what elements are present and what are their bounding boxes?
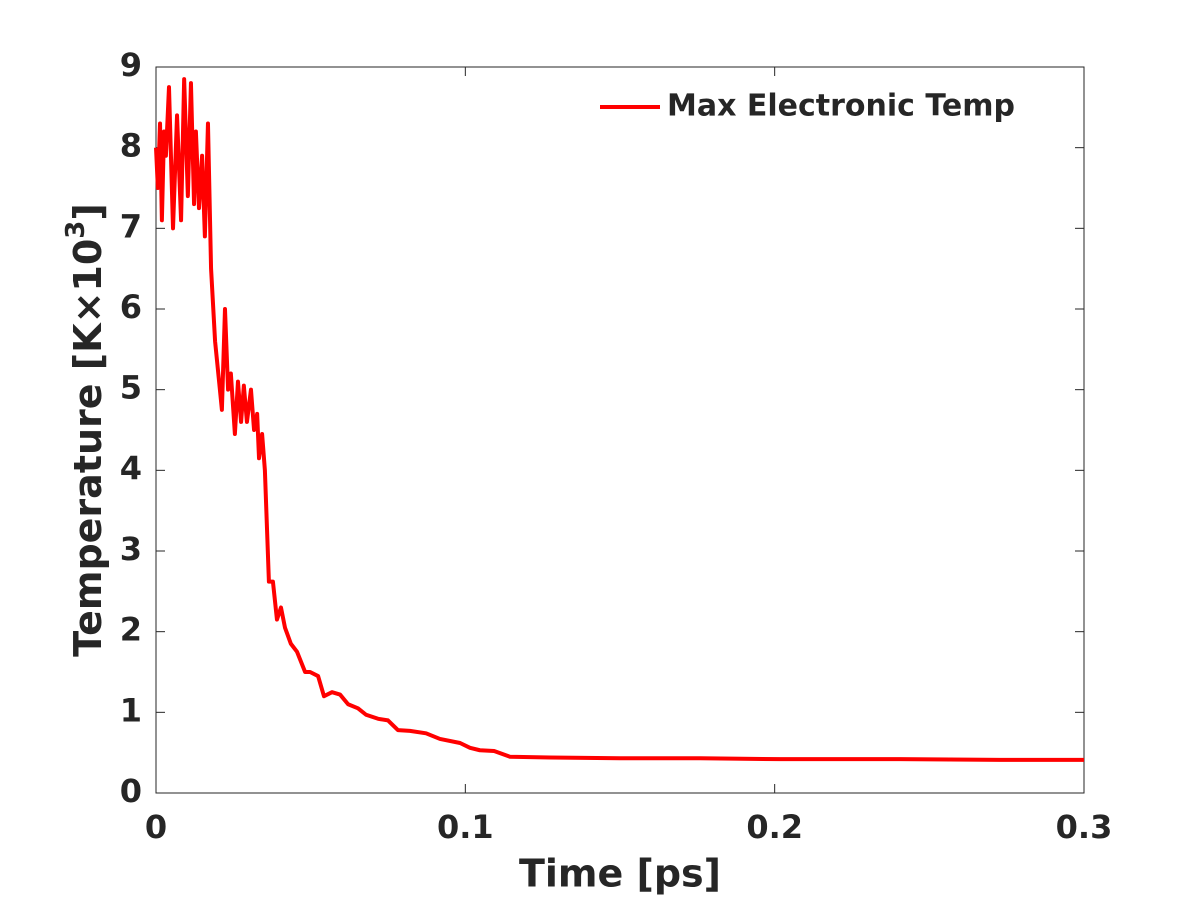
x-tick-label: 0.1 xyxy=(437,808,494,846)
y-tick-label: 4 xyxy=(120,449,142,487)
y-tick-label: 9 xyxy=(120,46,142,84)
y-tick-label: 1 xyxy=(120,691,142,729)
y-tick-label: 0 xyxy=(120,772,142,810)
x-axis-label: Time [ps] xyxy=(519,852,721,896)
legend-label: Max Electronic Temp xyxy=(667,89,1015,124)
y-axis-label: Temperature [K×103] xyxy=(61,203,110,657)
y-label-superscript: 3 xyxy=(61,221,91,239)
y-label-text: Temperature [K×10 xyxy=(66,239,110,657)
data-line xyxy=(154,77,1084,762)
y-tick-label: 6 xyxy=(120,288,142,326)
y-tick-label: 2 xyxy=(120,611,142,649)
y-tick-label: 3 xyxy=(120,530,142,568)
y-tick-label: 8 xyxy=(120,127,142,165)
y-label-suffix: ] xyxy=(66,203,110,220)
x-tick-label: 0 xyxy=(145,808,167,846)
plot-frame xyxy=(155,66,1085,794)
y-tick-label: 5 xyxy=(120,369,142,407)
x-tick-label: 0.2 xyxy=(746,808,803,846)
x-tick-label: 0.3 xyxy=(1056,808,1113,846)
y-tick-label: 7 xyxy=(120,207,142,245)
